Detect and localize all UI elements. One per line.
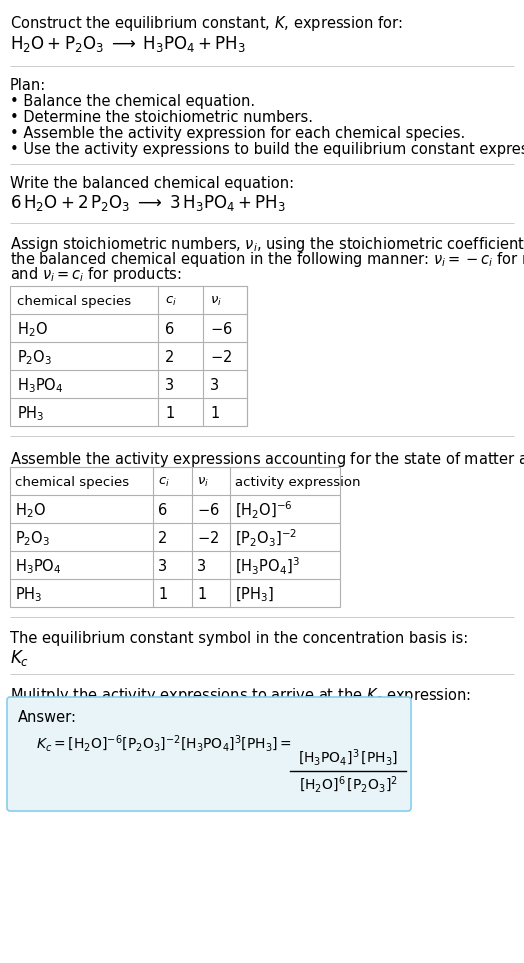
Text: $-6$: $-6$ bbox=[210, 322, 233, 337]
Text: the balanced chemical equation in the following manner: $\nu_i = -c_i$ for react: the balanced chemical equation in the fo… bbox=[10, 250, 524, 269]
Text: 1: 1 bbox=[165, 405, 174, 421]
Bar bbox=[10, 286, 247, 426]
Text: $-2$: $-2$ bbox=[197, 531, 219, 546]
Text: $c_i$: $c_i$ bbox=[165, 295, 177, 308]
Text: 6: 6 bbox=[165, 322, 174, 337]
Text: Assemble the activity expressions accounting for the state of matter and $\nu_i$: Assemble the activity expressions accoun… bbox=[10, 450, 524, 469]
Text: 3: 3 bbox=[197, 559, 206, 574]
Text: $[\mathrm{PH_3}]$: $[\mathrm{PH_3}]$ bbox=[235, 586, 274, 604]
Text: Construct the equilibrium constant, $K$, expression for:: Construct the equilibrium constant, $K$,… bbox=[10, 14, 402, 33]
Text: $-2$: $-2$ bbox=[210, 350, 232, 365]
Text: 2: 2 bbox=[165, 350, 174, 365]
Text: • Use the activity expressions to build the equilibrium constant expression.: • Use the activity expressions to build … bbox=[10, 142, 524, 157]
Text: • Assemble the activity expression for each chemical species.: • Assemble the activity expression for e… bbox=[10, 126, 465, 141]
Text: • Determine the stoichiometric numbers.: • Determine the stoichiometric numbers. bbox=[10, 110, 313, 125]
Text: 3: 3 bbox=[165, 377, 174, 393]
Text: and $\nu_i = c_i$ for products:: and $\nu_i = c_i$ for products: bbox=[10, 265, 182, 284]
Text: $[\mathrm{P_2O_3}]^{-2}$: $[\mathrm{P_2O_3}]^{-2}$ bbox=[235, 528, 297, 549]
Text: $\mathrm{H_2O}$: $\mathrm{H_2O}$ bbox=[17, 320, 48, 339]
Text: $[\mathrm{H_2O}]^6\,[\mathrm{P_2O_3}]^2$: $[\mathrm{H_2O}]^6\,[\mathrm{P_2O_3}]^2$ bbox=[299, 775, 397, 795]
Text: $[\mathrm{H_3PO_4}]^3\,[\mathrm{PH_3}]$: $[\mathrm{H_3PO_4}]^3\,[\mathrm{PH_3}]$ bbox=[298, 748, 398, 768]
Text: • Balance the chemical equation.: • Balance the chemical equation. bbox=[10, 94, 255, 109]
Text: $K_c$: $K_c$ bbox=[10, 648, 29, 668]
Text: Assign stoichiometric numbers, $\nu_i$, using the stoichiometric coefficients, $: Assign stoichiometric numbers, $\nu_i$, … bbox=[10, 235, 524, 254]
Text: Plan:: Plan: bbox=[10, 78, 46, 93]
Text: $\mathrm{P_2O_3}$: $\mathrm{P_2O_3}$ bbox=[17, 348, 52, 367]
Text: $\mathrm{PH_3}$: $\mathrm{PH_3}$ bbox=[15, 586, 42, 604]
Text: 3: 3 bbox=[158, 559, 167, 574]
Text: 6: 6 bbox=[158, 503, 167, 518]
Text: 2: 2 bbox=[158, 531, 167, 546]
Text: $K_c = [\mathrm{H_2O}]^{-6}[\mathrm{P_2O_3}]^{-2}[\mathrm{H_3PO_4}]^3[\mathrm{PH: $K_c = [\mathrm{H_2O}]^{-6}[\mathrm{P_2O… bbox=[36, 734, 292, 754]
Text: Write the balanced chemical equation:: Write the balanced chemical equation: bbox=[10, 176, 294, 191]
Text: $\mathrm{PH_3}$: $\mathrm{PH_3}$ bbox=[17, 404, 45, 423]
Text: $[\mathrm{H_2O}]^{-6}$: $[\mathrm{H_2O}]^{-6}$ bbox=[235, 500, 292, 521]
Text: $\nu_i$: $\nu_i$ bbox=[197, 476, 209, 489]
Text: $\nu_i$: $\nu_i$ bbox=[210, 295, 222, 308]
Bar bbox=[10, 467, 340, 607]
Text: $\mathrm{P_2O_3}$: $\mathrm{P_2O_3}$ bbox=[15, 529, 50, 548]
Text: chemical species: chemical species bbox=[17, 295, 131, 308]
Text: The equilibrium constant symbol in the concentration basis is:: The equilibrium constant symbol in the c… bbox=[10, 631, 468, 646]
Text: 1: 1 bbox=[210, 405, 219, 421]
Text: $\mathrm{H_2O}$: $\mathrm{H_2O}$ bbox=[15, 501, 46, 520]
Text: $\mathrm{6\,H_2O + 2\,P_2O_3 \;\longrightarrow\; 3\,H_3PO_4 + PH_3}$: $\mathrm{6\,H_2O + 2\,P_2O_3 \;\longrigh… bbox=[10, 193, 286, 213]
Text: $[\mathrm{H_3PO_4}]^3$: $[\mathrm{H_3PO_4}]^3$ bbox=[235, 556, 300, 577]
Text: Mulitply the activity expressions to arrive at the $K_c$ expression:: Mulitply the activity expressions to arr… bbox=[10, 686, 471, 705]
Text: $-6$: $-6$ bbox=[197, 503, 220, 518]
Text: Answer:: Answer: bbox=[18, 710, 77, 725]
Text: $\mathrm{H_2O + P_2O_3 \;\longrightarrow\; H_3PO_4 + PH_3}$: $\mathrm{H_2O + P_2O_3 \;\longrightarrow… bbox=[10, 34, 246, 54]
Text: 3: 3 bbox=[210, 377, 219, 393]
Text: $\mathrm{H_3PO_4}$: $\mathrm{H_3PO_4}$ bbox=[17, 376, 63, 395]
FancyBboxPatch shape bbox=[7, 697, 411, 811]
Text: activity expression: activity expression bbox=[235, 476, 361, 489]
Text: 1: 1 bbox=[197, 586, 206, 602]
Text: $c_i$: $c_i$ bbox=[158, 476, 170, 489]
Text: chemical species: chemical species bbox=[15, 476, 129, 489]
Text: $\mathrm{H_3PO_4}$: $\mathrm{H_3PO_4}$ bbox=[15, 557, 61, 576]
Text: 1: 1 bbox=[158, 586, 167, 602]
